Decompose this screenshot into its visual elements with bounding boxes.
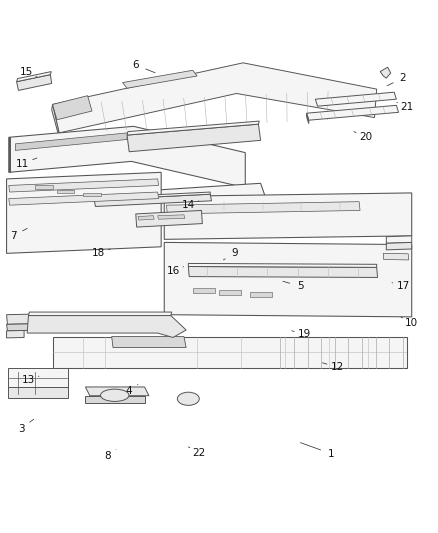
Polygon shape <box>57 190 74 193</box>
Text: 22: 22 <box>193 448 206 458</box>
Ellipse shape <box>100 389 129 401</box>
Text: 5: 5 <box>297 281 304 291</box>
Text: 3: 3 <box>18 424 25 433</box>
Polygon shape <box>307 113 309 124</box>
Polygon shape <box>158 215 185 219</box>
Polygon shape <box>193 287 215 293</box>
Text: 15: 15 <box>20 67 33 77</box>
Text: 20: 20 <box>359 132 372 142</box>
Polygon shape <box>188 263 377 268</box>
Text: 1: 1 <box>327 449 334 458</box>
Text: 2: 2 <box>399 73 406 83</box>
Polygon shape <box>83 193 101 197</box>
Polygon shape <box>35 185 53 189</box>
Polygon shape <box>94 192 210 200</box>
Text: 7: 7 <box>10 231 17 241</box>
Polygon shape <box>383 253 409 260</box>
Polygon shape <box>92 183 272 226</box>
Polygon shape <box>17 71 51 82</box>
Polygon shape <box>53 96 92 120</box>
Text: 12: 12 <box>331 362 344 372</box>
Polygon shape <box>85 387 149 395</box>
Polygon shape <box>188 266 378 278</box>
Polygon shape <box>315 92 396 106</box>
Polygon shape <box>28 312 172 316</box>
Polygon shape <box>386 243 412 250</box>
Text: 16: 16 <box>166 266 180 276</box>
Polygon shape <box>9 126 245 188</box>
Polygon shape <box>9 138 10 172</box>
Text: 17: 17 <box>396 281 410 291</box>
Polygon shape <box>8 368 68 387</box>
Polygon shape <box>307 106 399 120</box>
Polygon shape <box>138 216 154 220</box>
Polygon shape <box>380 67 391 78</box>
Polygon shape <box>250 292 272 297</box>
Text: 18: 18 <box>92 248 105 259</box>
Polygon shape <box>123 70 197 88</box>
Polygon shape <box>219 290 241 295</box>
Polygon shape <box>9 179 159 192</box>
Polygon shape <box>127 124 261 152</box>
Polygon shape <box>27 316 186 337</box>
Polygon shape <box>386 236 412 243</box>
Text: 11: 11 <box>16 159 29 168</box>
Polygon shape <box>94 194 212 206</box>
Ellipse shape <box>177 392 199 405</box>
Polygon shape <box>164 243 412 317</box>
Polygon shape <box>8 387 68 398</box>
Polygon shape <box>53 336 407 368</box>
Text: 10: 10 <box>405 318 418 328</box>
Text: 6: 6 <box>132 60 139 70</box>
Text: 13: 13 <box>22 375 35 385</box>
Polygon shape <box>127 121 259 135</box>
Polygon shape <box>164 193 412 239</box>
Polygon shape <box>136 211 202 227</box>
Polygon shape <box>7 330 24 338</box>
Text: 14: 14 <box>182 200 195 210</box>
Text: 9: 9 <box>231 248 238 259</box>
Text: 8: 8 <box>104 451 111 461</box>
Polygon shape <box>112 336 186 348</box>
Polygon shape <box>15 133 127 150</box>
Polygon shape <box>9 192 159 205</box>
Polygon shape <box>7 314 49 324</box>
Polygon shape <box>7 172 161 253</box>
Text: 21: 21 <box>401 102 414 111</box>
Polygon shape <box>85 395 145 403</box>
Polygon shape <box>52 104 59 138</box>
Text: 19: 19 <box>298 329 311 340</box>
Polygon shape <box>166 201 360 214</box>
Text: 4: 4 <box>126 386 133 397</box>
Polygon shape <box>53 63 377 133</box>
Polygon shape <box>7 324 49 331</box>
Polygon shape <box>17 75 52 91</box>
